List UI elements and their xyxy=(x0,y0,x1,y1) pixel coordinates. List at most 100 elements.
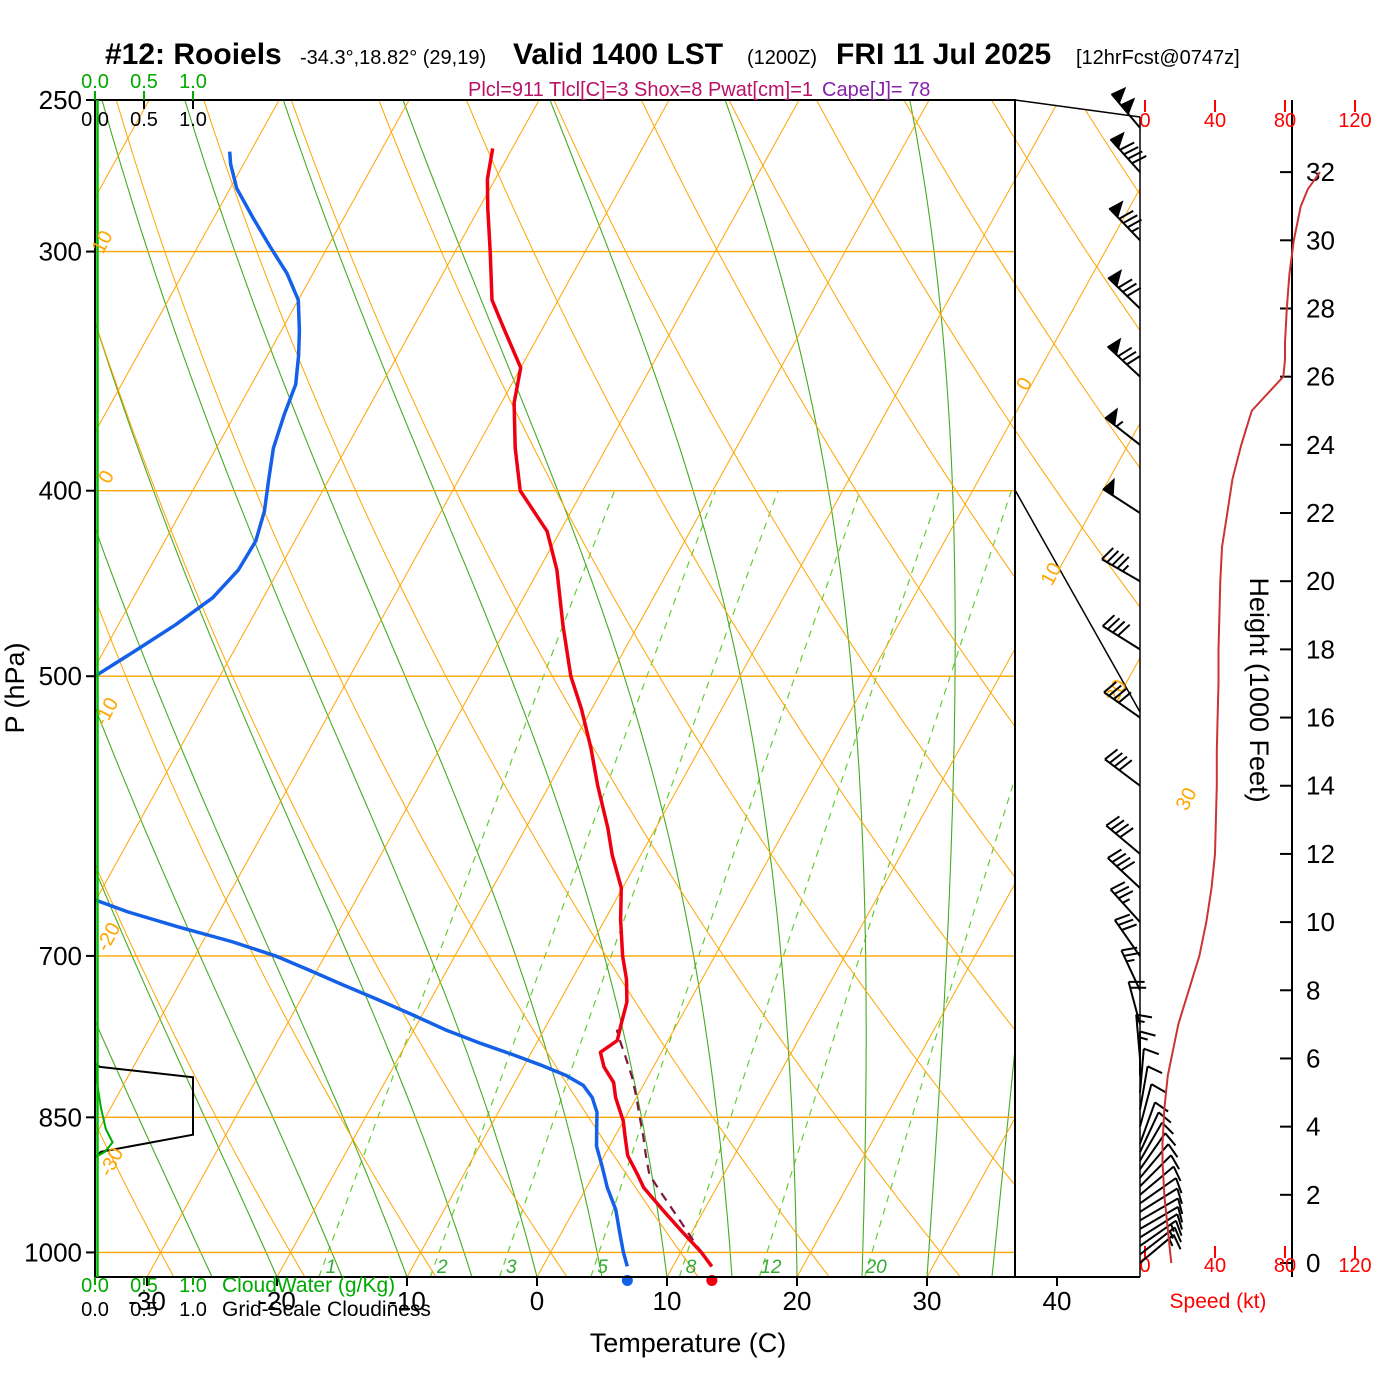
pressure-axis-title: P (hPa) xyxy=(0,642,30,733)
dry-adiabat-line xyxy=(1254,100,1400,1277)
dry-adiabat-line xyxy=(378,100,1015,1186)
wind-barb-staff xyxy=(1139,1101,1169,1145)
temperature-tick-label: -20 xyxy=(258,1286,296,1316)
wind-barb xyxy=(1103,681,1141,719)
moist-adiabat-line xyxy=(909,100,956,1277)
wind-barb-pennant xyxy=(1102,477,1115,497)
dry-adiabat-label: 10 xyxy=(88,227,118,257)
dry-adiabat-line xyxy=(1015,100,1140,712)
plot-frame xyxy=(94,99,1016,1278)
speed-tick-label-top: 0 xyxy=(1139,110,1150,132)
wind-barb xyxy=(1139,1165,1182,1196)
dry-adiabat-line xyxy=(290,100,961,1277)
wind-barb xyxy=(1102,614,1141,651)
pressure-tick-label: 250 xyxy=(39,85,82,115)
moist-adiabat-line xyxy=(402,100,733,1277)
wind-barb-pennant xyxy=(1110,86,1136,115)
height-tick-label: 28 xyxy=(1306,293,1335,323)
height-tick-label: 22 xyxy=(1306,498,1335,528)
dry-adiabat-line xyxy=(1167,100,1400,1277)
wind-barb-staff xyxy=(1139,1065,1163,1110)
wind-barb-staff xyxy=(1107,277,1142,310)
cloudwater-scale-label-bottom: 0.0 xyxy=(81,1275,109,1297)
wind-barb xyxy=(1139,1213,1183,1239)
moist-adiabat-line xyxy=(101,100,538,1277)
wind-barb xyxy=(1139,1187,1183,1213)
dry-adiabat-label: -30 xyxy=(95,1144,128,1180)
valid-time: Valid 1400 LST xyxy=(513,38,723,71)
wind-barb-staff xyxy=(1102,614,1141,651)
height-tick-label: 6 xyxy=(1306,1043,1320,1073)
dry-adiabat-line xyxy=(1015,100,1092,712)
mixing-ratio-line xyxy=(590,490,861,1277)
mixing-ratio-label: 20 xyxy=(865,1257,888,1278)
isotherm-line xyxy=(95,100,540,903)
dry-adiabat-line xyxy=(991,100,1015,140)
isotherm-line xyxy=(926,1117,1015,1277)
isotherm-line xyxy=(1015,100,1140,712)
dry-adiabat-line xyxy=(29,100,567,1277)
station-title: #12: Rooiels xyxy=(105,38,282,71)
moist-adiabat-line xyxy=(95,705,343,1277)
pressure-tick-label: 300 xyxy=(39,237,82,267)
moist-adiabat-line xyxy=(95,868,278,1277)
height-tick-label: 18 xyxy=(1306,634,1335,664)
cloudiness-scale-label-bottom: 1.0 xyxy=(179,1299,207,1321)
cloudiness-scale-label-top: 1.0 xyxy=(179,109,207,131)
dry-adiabat-line xyxy=(1015,100,1140,712)
height-axis-title: Height (1000 Feet) xyxy=(1244,577,1274,802)
dry-adiabat-line xyxy=(1015,100,1140,712)
wind-barb-pennant xyxy=(1108,200,1124,219)
mixing-ratio-label: 8 xyxy=(686,1257,697,1278)
pressure-tick-label: 500 xyxy=(39,661,82,691)
wind-barb xyxy=(1113,913,1141,957)
dry-adiabat-line xyxy=(95,862,306,1277)
height-tick-label: 8 xyxy=(1306,975,1320,1005)
wind-barb xyxy=(1108,200,1142,241)
cloudwater-scale-label-top: 0.5 xyxy=(130,71,158,93)
dry-adiabat-line xyxy=(95,597,437,1277)
height-tick-label: 20 xyxy=(1306,566,1335,596)
dry-adiabat-line xyxy=(95,1121,175,1277)
speed-tick-label-top: 80 xyxy=(1274,110,1296,132)
pressure-tick-label: 850 xyxy=(39,1102,82,1132)
wind-barb-staff xyxy=(1139,1154,1180,1188)
mixing-ratio-label: 3 xyxy=(506,1257,517,1278)
wind-barb-staff xyxy=(1139,1213,1183,1239)
dry-adiabat-line xyxy=(1342,100,1400,1277)
dry-adiabat-line xyxy=(1015,100,1140,712)
dry-adiabat-line xyxy=(116,100,698,1277)
dry-adiabat-line xyxy=(204,100,830,1277)
sounding-profiles xyxy=(95,148,714,1268)
isotherm-line xyxy=(95,100,670,1138)
dry-adiabat-line xyxy=(95,320,568,1277)
mixing-ratio-label: 5 xyxy=(597,1257,608,1278)
moist-adiabat-line xyxy=(95,1019,213,1277)
height-tick-label: 26 xyxy=(1306,362,1335,392)
wind-barb xyxy=(1109,131,1147,173)
isotherm-line xyxy=(276,100,930,1277)
dry-adiabat-line xyxy=(291,100,960,1277)
skewt-extension-region xyxy=(29,100,1400,1277)
indices-line: Plcl=911 Tlcl[C]=3 Shox=8 Pwat[cm]=1 xyxy=(468,79,813,101)
cloudiness-axis-title: Grid-Scale Cloudiness xyxy=(222,1298,431,1321)
moist-adiabat-line xyxy=(991,1043,1015,1277)
speed-axis-title: Speed (kt) xyxy=(1170,1290,1267,1313)
wind-barb xyxy=(1139,1143,1179,1179)
cloudiness-outline xyxy=(94,1062,194,1159)
pressure-tick-label: 400 xyxy=(39,476,82,506)
speed-tick-label-top: 120 xyxy=(1338,110,1371,132)
wind-barb xyxy=(1102,477,1141,514)
wind-barb xyxy=(1120,946,1141,991)
speed-tick-label-bottom: 120 xyxy=(1338,1255,1371,1277)
temperature-tick-label: 10 xyxy=(653,1286,682,1316)
wind-barb-staff xyxy=(1103,681,1141,719)
temperature-curve xyxy=(485,148,714,1268)
wind-barb-pennant xyxy=(1109,131,1125,150)
height-tick-label: 16 xyxy=(1306,703,1335,733)
wind-barb xyxy=(1139,1101,1169,1145)
wind-barb-staff xyxy=(1107,345,1141,378)
cloudwater-scale-label-top: 1.0 xyxy=(179,71,207,93)
boundary-diagonal-line xyxy=(1014,489,1141,713)
height-tick-label: 4 xyxy=(1306,1112,1320,1142)
